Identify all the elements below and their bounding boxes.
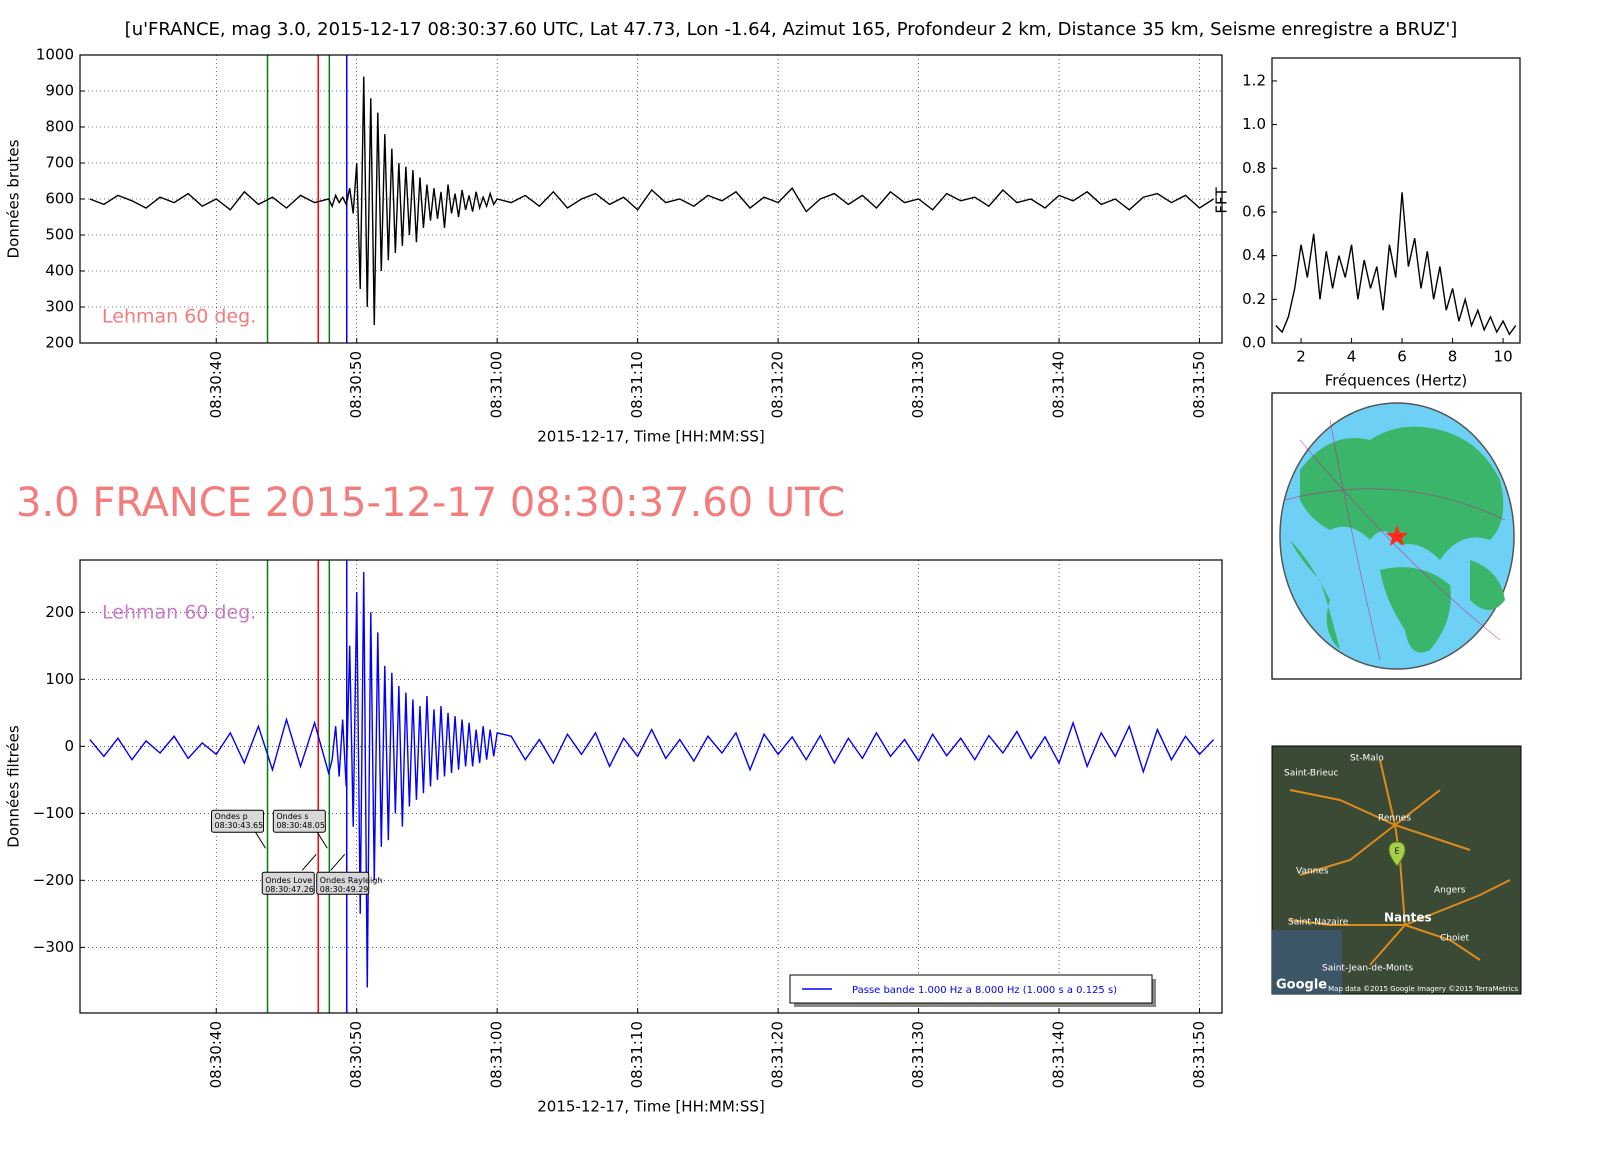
phase-annotation: Ondes p08:30:43.65: [211, 809, 266, 849]
map-label: Vannes: [1296, 867, 1329, 877]
x-tick-label: 8: [1448, 348, 1458, 366]
legend-label: Passe bande 1.000 Hz a 8.000 Hz (1.000 s…: [852, 985, 1117, 996]
y-tick-label: 300: [45, 298, 74, 316]
y-tick-label: 0.0: [1242, 334, 1266, 352]
map-label: Choiet: [1440, 934, 1470, 944]
x-tick-label: 6: [1397, 348, 1407, 366]
annotation-time: 08:30:49.29: [320, 885, 369, 894]
y-tick-label: 0.2: [1242, 290, 1266, 308]
y-tick-label: 200: [45, 334, 74, 352]
map-label: Nantes: [1384, 911, 1432, 925]
annotation-time: 08:30:47.26: [265, 885, 314, 894]
chart-title: [u'FRANCE, mag 3.0, 2015-12-17 08:30:37.…: [125, 19, 1458, 40]
map-label: St-Malo: [1350, 754, 1384, 764]
x-tick-label: 08:30:50: [347, 1021, 365, 1088]
x-tick-label: 08:31:50: [1190, 351, 1208, 418]
x-tick-label: 08:31:20: [769, 351, 787, 418]
x-tick-label: 08:31:00: [488, 351, 506, 418]
y-tick-label: 600: [45, 190, 74, 208]
y-axis-label: FFT: [1213, 187, 1231, 214]
annotation-arrow: [301, 853, 317, 871]
x-tick-label: 08:31:50: [1190, 1021, 1208, 1088]
map-label: Saint-Jean-de-Monts: [1322, 964, 1413, 974]
series-line: [89, 572, 1215, 988]
map-label: Angers: [1434, 886, 1466, 896]
x-tick-label: 08:30:40: [207, 351, 225, 418]
x-axis-label: 2015-12-17, Time [HH:MM:SS]: [537, 1098, 764, 1116]
x-tick-label: 10: [1494, 348, 1513, 366]
annotation-box: [272, 809, 326, 833]
annotation-box: [211, 809, 265, 833]
axes-frame: [1271, 57, 1521, 344]
annotation: Lehman 60 deg.: [102, 602, 256, 624]
map-label: Rennes: [1378, 814, 1411, 824]
annotation-label: Ondes Rayleigh: [320, 876, 383, 885]
x-tick-label: 08:31:20: [769, 1021, 787, 1088]
annotation-label: Ondes p: [215, 812, 248, 821]
y-axis-label: Données filtrées: [5, 725, 23, 848]
legend-box: [789, 974, 1153, 1004]
map-label: Saint-Brieuc: [1284, 769, 1339, 779]
annotation: Lehman 60 deg.: [102, 306, 256, 328]
x-tick-label: 08:31:30: [909, 351, 927, 418]
y-tick-label: 0.6: [1242, 202, 1266, 220]
y-tick-label: 0.4: [1242, 246, 1266, 264]
x-tick-label: 08:31:10: [628, 1021, 646, 1088]
x-tick-label: 08:30:40: [207, 1021, 225, 1088]
x-tick-label: 08:31:40: [1050, 351, 1068, 418]
annotation-time: 08:30:43.65: [215, 821, 264, 830]
headline: 3.0 FRANCE 2015-12-17 08:30:37.60 UTC: [16, 480, 845, 526]
y-tick-label: 900: [45, 82, 74, 100]
y-tick-label: −100: [33, 804, 74, 822]
x-tick-label: 08:30:50: [347, 351, 365, 418]
annotation-arrow: [330, 853, 346, 871]
annotation-box: [316, 871, 370, 895]
map-credits: Map data ©2015 Google Imagery ©2015 Terr…: [1328, 985, 1518, 993]
x-tick-label: 08:31:00: [488, 1021, 506, 1088]
x-tick-label: 2: [1296, 348, 1306, 366]
x-tick-label: 08:31:40: [1050, 1021, 1068, 1088]
x-axis-label: 2015-12-17, Time [HH:MM:SS]: [537, 428, 764, 446]
y-tick-label: 0.8: [1242, 159, 1266, 177]
y-tick-label: 200: [45, 603, 74, 621]
x-tick-label: 08:31:30: [909, 1021, 927, 1088]
x-axis-label: Fréquences (Hertz): [1325, 372, 1468, 390]
y-tick-label: 0: [64, 737, 74, 755]
y-tick-label: 400: [45, 262, 74, 280]
y-tick-label: −200: [33, 871, 74, 889]
y-tick-label: 1.0: [1242, 115, 1266, 133]
annotation-label: Ondes s: [276, 812, 308, 821]
y-tick-label: 800: [45, 118, 74, 136]
y-axis-label: Données brutes: [5, 139, 23, 258]
map-logo: Google: [1276, 978, 1327, 993]
globe: [1271, 392, 1522, 680]
annotation-time: 08:30:48.05: [276, 821, 325, 830]
map-label: Saint-Nazaire: [1288, 918, 1349, 928]
annotation-arrow: [316, 832, 328, 849]
y-tick-label: 1000: [36, 46, 74, 64]
annotation-label: Ondes Love: [265, 876, 312, 885]
y-tick-label: 700: [45, 154, 74, 172]
x-tick-label: 08:31:10: [628, 351, 646, 418]
map: [1271, 745, 1522, 995]
annotation-box: [261, 871, 315, 895]
x-tick-label: 4: [1347, 348, 1357, 366]
y-tick-label: 500: [45, 226, 74, 244]
map-marker-label: E: [1394, 847, 1399, 856]
annotation-arrow: [255, 832, 266, 849]
y-tick-label: 100: [45, 670, 74, 688]
series-line: [89, 76, 1214, 326]
y-tick-label: −300: [33, 938, 74, 956]
axes-frame: [79, 559, 1223, 1014]
y-tick-label: 1.2: [1242, 71, 1266, 89]
phase-annotation: Ondes s08:30:48.05: [272, 809, 328, 849]
series-line: [1275, 192, 1517, 336]
axes-frame: [79, 54, 1223, 344]
